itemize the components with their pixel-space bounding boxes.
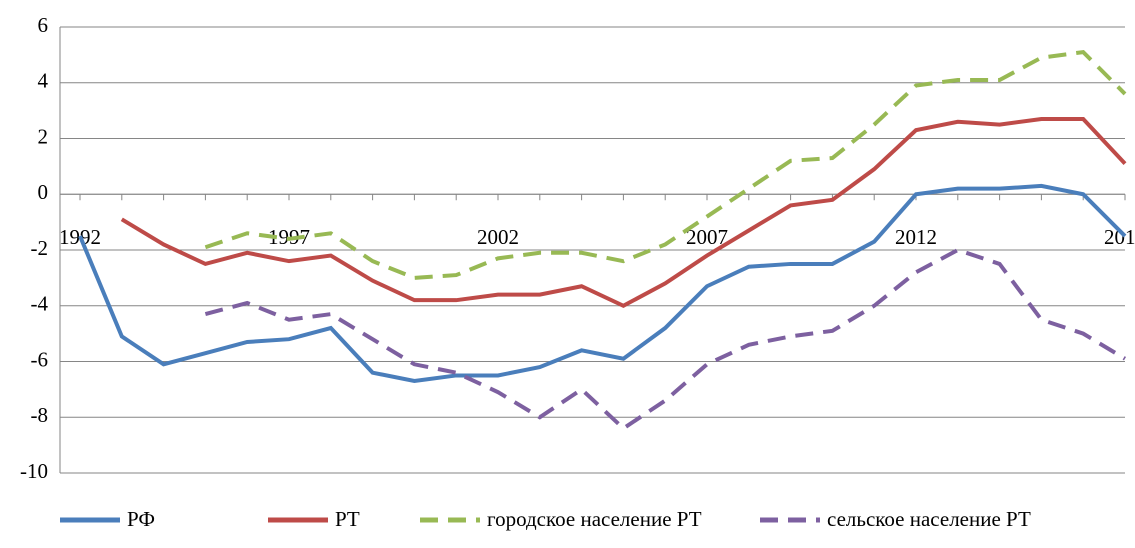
series-line — [78, 183, 1127, 384]
x-tick-label: 2012 — [895, 225, 937, 249]
legend-label: сельское население РТ — [827, 507, 1031, 531]
y-tick-label: -6 — [31, 347, 49, 371]
series-line — [120, 116, 1127, 308]
legend-label: городское население РТ — [487, 507, 702, 531]
y-tick-label: -2 — [31, 236, 49, 260]
y-tick-label: 4 — [38, 69, 49, 93]
y-tick-label: 2 — [38, 124, 49, 148]
y-tick-label: -4 — [31, 292, 49, 316]
y-tick-label: -10 — [20, 459, 48, 483]
series-line — [204, 49, 1127, 280]
y-tick-label: 0 — [38, 180, 49, 204]
y-tick-label: 6 — [38, 13, 49, 37]
y-tick-label: -8 — [31, 403, 49, 427]
x-tick-label: 2002 — [477, 225, 519, 249]
series-line — [204, 247, 1127, 431]
legend-label: РТ — [335, 507, 360, 531]
legend-label: РФ — [127, 507, 155, 531]
